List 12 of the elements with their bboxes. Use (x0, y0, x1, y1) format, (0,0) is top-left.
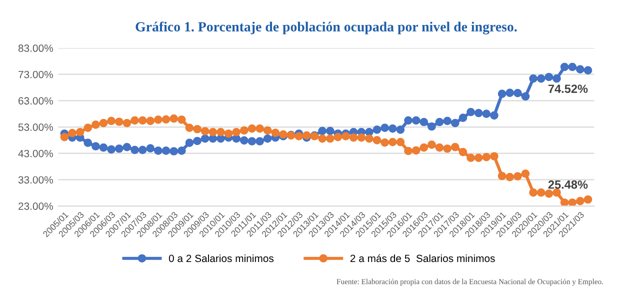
y-tick-label: 83.00% (18, 44, 53, 52)
chart-title: Gráfico 1. Porcentaje de población ocupada por nivel de ingreso. (136, 22, 517, 34)
y-tick-label: 43.00% (18, 150, 53, 158)
y-tick-label: 63.00% (18, 97, 53, 105)
legend-label: 2 a más de 5 Salarios minimos (350, 254, 495, 262)
y-tick-label: 73.00% (18, 70, 53, 78)
annotation: 25.48% (548, 180, 588, 189)
annotation: 74.52% (548, 84, 588, 93)
y-tick-label: 33.00% (18, 176, 53, 184)
y-tick-label: 53.00% (18, 124, 53, 131)
y-tick-label: 23.00% (18, 202, 53, 210)
legend-label: 0 a 2 Salarios minimos (168, 254, 274, 262)
